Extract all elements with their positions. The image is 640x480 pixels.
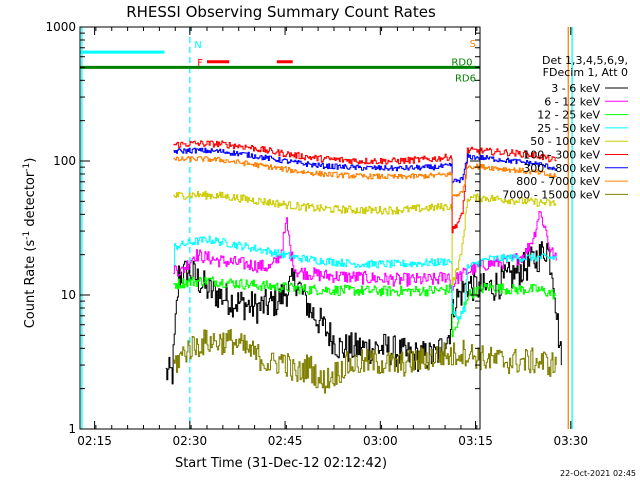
series-line-100-300-keV	[173, 140, 557, 234]
legend-item-label: 800 - 7000 keV	[516, 175, 600, 188]
plot-frame	[79, 26, 481, 430]
legend-item-label: 300 - 800 keV	[523, 162, 600, 175]
x-tick-label: 03:15	[458, 434, 493, 448]
x-axis-label: Start Time (31-Dec-12 02:12:42)	[175, 456, 387, 471]
x-tick-label: 03:00	[363, 434, 398, 448]
series-line-6-12-keV	[173, 211, 557, 291]
series-line-800-7000-keV	[173, 156, 557, 197]
series-line-12-25-keV	[173, 276, 557, 338]
series-line-25-50-keV	[173, 235, 557, 320]
legend-header: FDecim 1, Att 0	[543, 66, 628, 79]
series-line-7000-15000-keV	[173, 329, 557, 394]
y-axis-label-exp: -1	[22, 163, 32, 172]
legend-item-label: 7000 - 15000 keV	[502, 188, 600, 201]
legend-item-label: 50 - 100 keV	[530, 135, 600, 148]
series-line-3-6-keV	[165, 241, 562, 385]
legend-item-label: 100 - 300 keV	[523, 149, 600, 162]
legend-item-label: 25 - 50 keV	[537, 122, 600, 135]
state-label-RD6: RD6	[455, 73, 476, 84]
legend-item-label: 12 - 25 keV	[537, 109, 600, 122]
legend: Det 1,3,4,5,6,9,FDecim 1, Att 0 3 - 6 keV…	[502, 54, 628, 201]
x-tick-label: 03:30	[553, 434, 588, 448]
state-label-F: F	[197, 58, 203, 69]
y-axis-label-part: detector	[23, 171, 38, 231]
legend-header: Det 1,3,4,5,6,9,	[542, 54, 628, 67]
vertical-markers	[81, 27, 573, 429]
chart-title: RHESSI Observing Summary Count Rates	[126, 3, 436, 21]
series-line-50-100-keV	[173, 190, 557, 286]
x-tick-label: 02:15	[77, 434, 112, 448]
footer-date: 22-Oct-2021 02:45	[560, 469, 636, 478]
series-lines	[165, 140, 562, 394]
series-line-300-800-keV	[173, 147, 557, 184]
axis-ticks: 02:1502:3002:4503:0003:1503:3003:4511010…	[45, 20, 588, 448]
y-axis-label-exp: -1	[22, 231, 32, 240]
legend-item-label: 3 - 6 keV	[551, 82, 600, 95]
y-tick-label: 1000	[45, 20, 76, 34]
x-tick-label: 02:30	[173, 434, 208, 448]
y-tick-label: 10	[61, 288, 76, 302]
state-label-RD0: RD0	[451, 57, 472, 68]
y-axis-label: Count Rate (s-1 detector-1)	[22, 158, 38, 329]
legend-item-label: 6 - 12 keV	[544, 95, 600, 108]
y-tick-label: 1	[68, 422, 76, 436]
state-label-N: N	[194, 40, 201, 51]
y-axis-label-part: Count Rate (s	[23, 240, 38, 329]
state-bars: S NF RD0 RD6	[80, 39, 480, 84]
x-tick-label: 02:45	[268, 434, 303, 448]
y-tick-label: 100	[53, 154, 76, 168]
state-label-S: S	[470, 39, 476, 50]
y-axis-label-part: )	[23, 158, 38, 163]
